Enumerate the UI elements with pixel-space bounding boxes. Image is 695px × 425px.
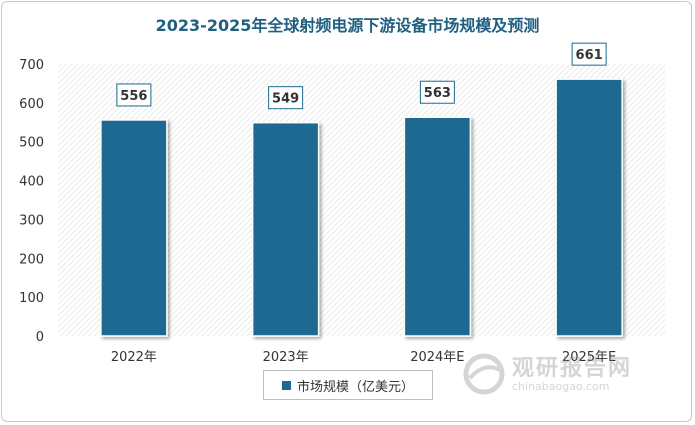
data-label-box (268, 86, 304, 110)
data-label-box (419, 80, 455, 104)
x-tick-label: 2025年E (562, 350, 616, 365)
watermark-text: 观研报告网 (512, 356, 633, 381)
x-tick-label: 2023年 (263, 350, 309, 365)
y-tick-label: 700 (19, 58, 44, 73)
watermark-logo-icon (463, 353, 505, 395)
bar (403, 116, 472, 337)
watermark-url: chinabaogao.com (512, 380, 610, 393)
chart-title: 2023-2025年全球射频电源下游设备市场规模及预测 (155, 16, 540, 35)
data-label: 549 (272, 92, 299, 107)
y-tick-label: 500 (19, 136, 44, 151)
legend: 市场规模（亿美元） (263, 370, 433, 400)
y-tick-label: 400 (19, 175, 44, 190)
legend-label: 市场规模（亿美元） (296, 379, 414, 395)
y-tick-label: 0 (36, 330, 44, 345)
watermark: 观研报告网 chinabaogao.com (462, 350, 637, 400)
data-label: 556 (120, 89, 147, 104)
y-tick-label: 300 (19, 213, 44, 228)
data-label: 563 (424, 86, 451, 101)
data-label: 661 (576, 48, 603, 63)
data-label-box (571, 42, 607, 66)
data-label-box (116, 83, 152, 107)
bar (555, 78, 623, 337)
y-tick-label: 600 (19, 97, 44, 112)
bar (100, 119, 168, 337)
x-tick-label: 2024年E (410, 350, 464, 365)
legend-swatch (281, 380, 291, 390)
bar (251, 121, 320, 337)
y-tick-label: 100 (19, 291, 44, 306)
y-tick-label: 200 (19, 252, 44, 267)
x-tick-label: 2022年 (111, 350, 157, 365)
